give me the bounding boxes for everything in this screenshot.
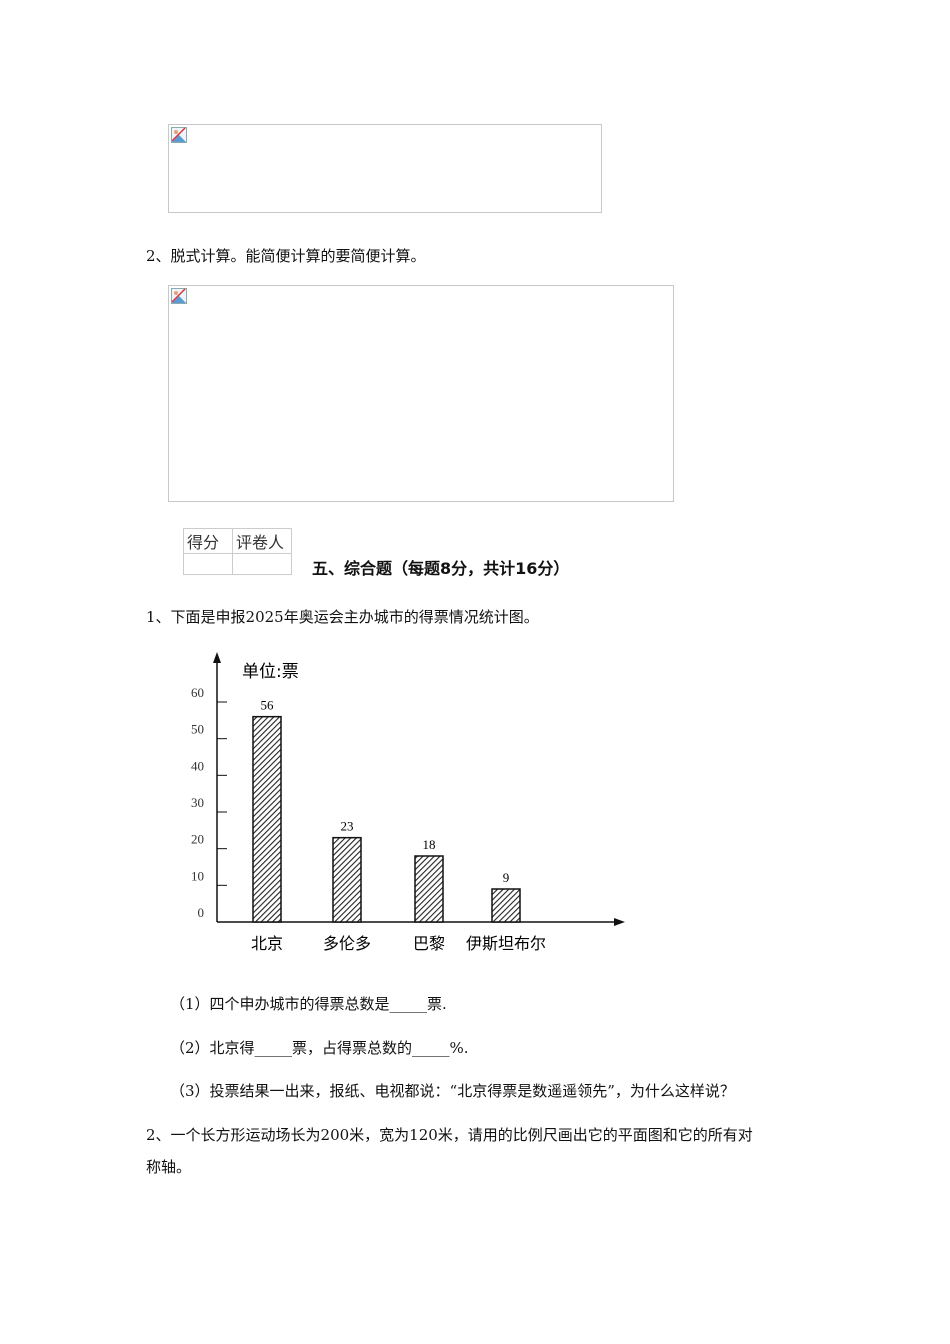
data-label: 56 <box>261 698 275 713</box>
sub-question-3: （3）投票结果一出来，报纸、电视都说：“北京得票是数遥遥领先”，为什么这样说？ <box>170 1082 735 1100</box>
data-label: 18 <box>423 837 436 852</box>
bar <box>252 715 282 923</box>
sub-question-1: （1）四个申办城市的得票总数是_____票. <box>170 995 447 1013</box>
category-label: 北京 <box>251 934 283 953</box>
unit-label: 单位:票 <box>242 662 299 682</box>
question-2b-line1: 2、一个长方形运动场长为200米，宽为120米，请用的比例尺画出它的平面图和它的… <box>146 1126 753 1144</box>
sub-question-2: （2）北京得_____票，占得票总数的_____%. <box>170 1039 469 1057</box>
y-tick-label: 20 <box>191 832 204 847</box>
y-tick-label: 30 <box>191 795 204 810</box>
score-header: 得分 <box>183 528 233 554</box>
question-1-title: 1、下面是申报2025年奥运会主办城市的得票情况统计图。 <box>146 608 539 626</box>
data-label: 23 <box>341 819 354 834</box>
score-table: 得分 评卷人 <box>183 528 292 575</box>
image-placeholder-1 <box>168 124 602 213</box>
category-label: 伊斯坦布尔 <box>466 934 546 953</box>
bar <box>332 836 362 923</box>
grader-header: 评卷人 <box>232 528 292 554</box>
y-tick-label: 50 <box>191 722 204 737</box>
category-label: 巴黎 <box>413 934 445 953</box>
data-label: 9 <box>503 870 510 885</box>
category-label: 多伦多 <box>323 934 371 953</box>
y-tick-label: 40 <box>191 758 204 773</box>
section-title: 五、综合题（每题8分，共计16分） <box>312 559 570 578</box>
y-tick-label: 0 <box>198 905 205 920</box>
bar <box>414 855 444 923</box>
image-placeholder-2 <box>168 285 674 502</box>
bar <box>491 888 521 923</box>
question-2-title: 2、脱式计算。能简便计算的要简便计算。 <box>146 247 426 265</box>
grader-cell[interactable] <box>232 553 292 575</box>
y-axis-arrow <box>213 652 221 663</box>
y-tick-label: 10 <box>191 868 204 883</box>
broken-image-icon <box>171 288 187 304</box>
question-2b-line2: 称轴。 <box>146 1158 192 1176</box>
y-tick-label: 60 <box>191 685 204 700</box>
x-axis-arrow <box>614 918 625 926</box>
broken-image-icon <box>171 127 187 143</box>
